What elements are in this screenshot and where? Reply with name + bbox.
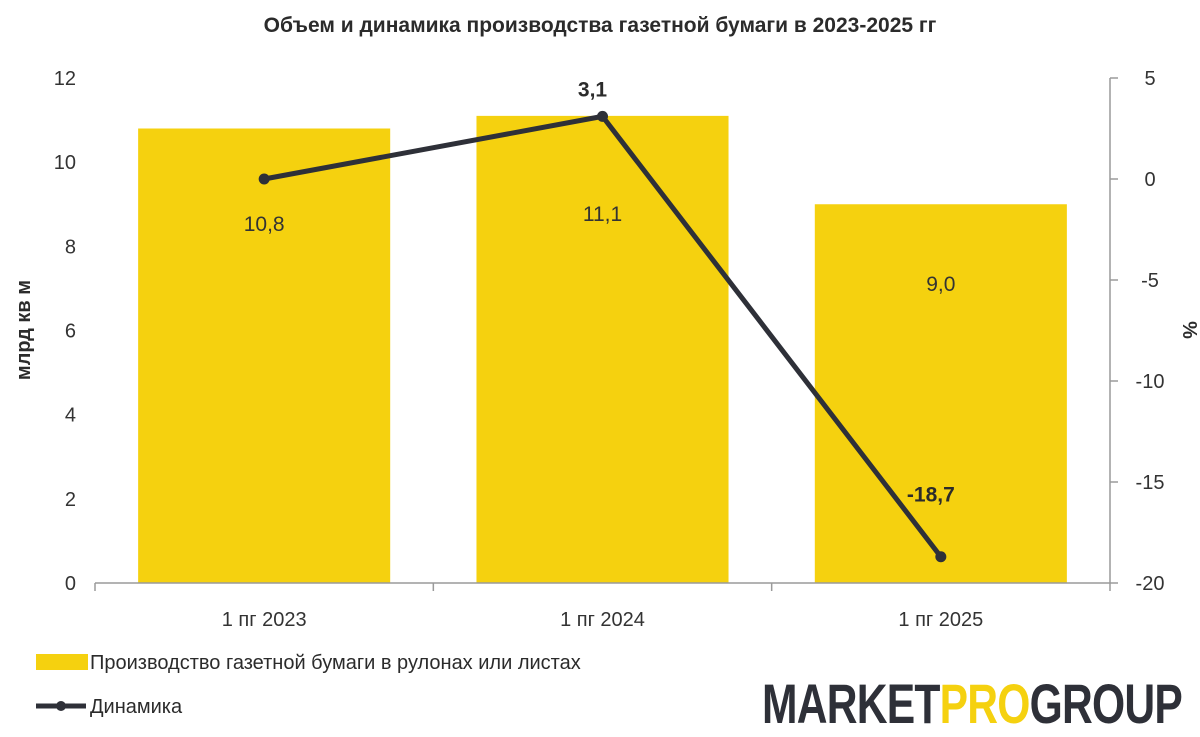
- y2-tick-label-4: -15: [1136, 472, 1165, 494]
- bar-label-0: 10,8: [244, 213, 285, 236]
- dynamics-label-2: -18,7: [907, 484, 955, 507]
- y2-tick-label-2: -5: [1141, 270, 1159, 292]
- legend-swatch-bar: [36, 654, 88, 670]
- y2-tick-label-0: 5: [1144, 68, 1155, 90]
- y-tick-label-0: 0: [65, 573, 76, 595]
- logo-part-group: GROUP: [1030, 672, 1182, 735]
- logo-part-market: MARKET: [762, 672, 940, 735]
- y-tick-label-6: 12: [54, 68, 76, 90]
- y-tick-label-3: 6: [65, 321, 76, 343]
- x-tick-label-0: 1 пг 2023: [222, 609, 307, 631]
- line-series: [258, 110, 947, 563]
- y-axis-label: млрд кв м: [13, 280, 35, 380]
- bar-2: [814, 204, 1067, 583]
- bar-series: [138, 115, 1067, 583]
- y-tick-label-2: 4: [65, 405, 76, 427]
- legend: Производство газетной бумаги в рулонах и…: [36, 652, 581, 718]
- dynamics-point-2: [935, 551, 947, 563]
- x-tick-label-1: 1 пг 2024: [560, 609, 645, 631]
- x-tick-label-2: 1 пг 2025: [898, 609, 983, 631]
- x-axis-ticks: 1 пг 2023 1 пг 2024 1 пг 2025: [94, 583, 1111, 631]
- legend-label-line: Динамика: [90, 696, 183, 718]
- bar-label-2: 9,0: [926, 273, 955, 296]
- y-tick-label-4: 8: [65, 236, 76, 258]
- legend-label-bar: Производство газетной бумаги в рулонах и…: [90, 652, 581, 674]
- bar-1: [476, 115, 729, 583]
- line-data-labels: 3,1 -18,7: [578, 78, 955, 506]
- logo-part-pro: PRO: [940, 672, 1030, 735]
- legend-swatch-marker: [56, 701, 66, 711]
- y-tick-label-1: 2: [65, 489, 76, 511]
- y2-tick-label-5: -20: [1136, 573, 1165, 595]
- y2-tick-label-3: -10: [1136, 371, 1165, 393]
- right-axis-ticks: 5 0 -5 -10 -15 -20: [1110, 68, 1164, 595]
- bar-data-labels: 10,8 11,1 9,0: [244, 203, 956, 296]
- y2-axis-label: %: [1178, 321, 1200, 339]
- brand-logo: MARKETPROGROUP: [762, 672, 1183, 735]
- chart-title: Объем и динамика производства газетной б…: [264, 14, 937, 37]
- y2-tick-label-1: 0: [1144, 169, 1155, 191]
- dynamics-point-0: [258, 173, 270, 185]
- dynamics-label-1: 3,1: [578, 78, 608, 101]
- logo-text: MARKETPROGROUP: [762, 672, 1182, 735]
- bar-label-1: 11,1: [583, 203, 622, 226]
- bar-0: [138, 128, 391, 583]
- y-tick-label-5: 10: [54, 152, 76, 174]
- left-axis-ticks: 0 2 4 6 8 10 12: [54, 68, 76, 595]
- dynamics-point-1: [597, 110, 608, 122]
